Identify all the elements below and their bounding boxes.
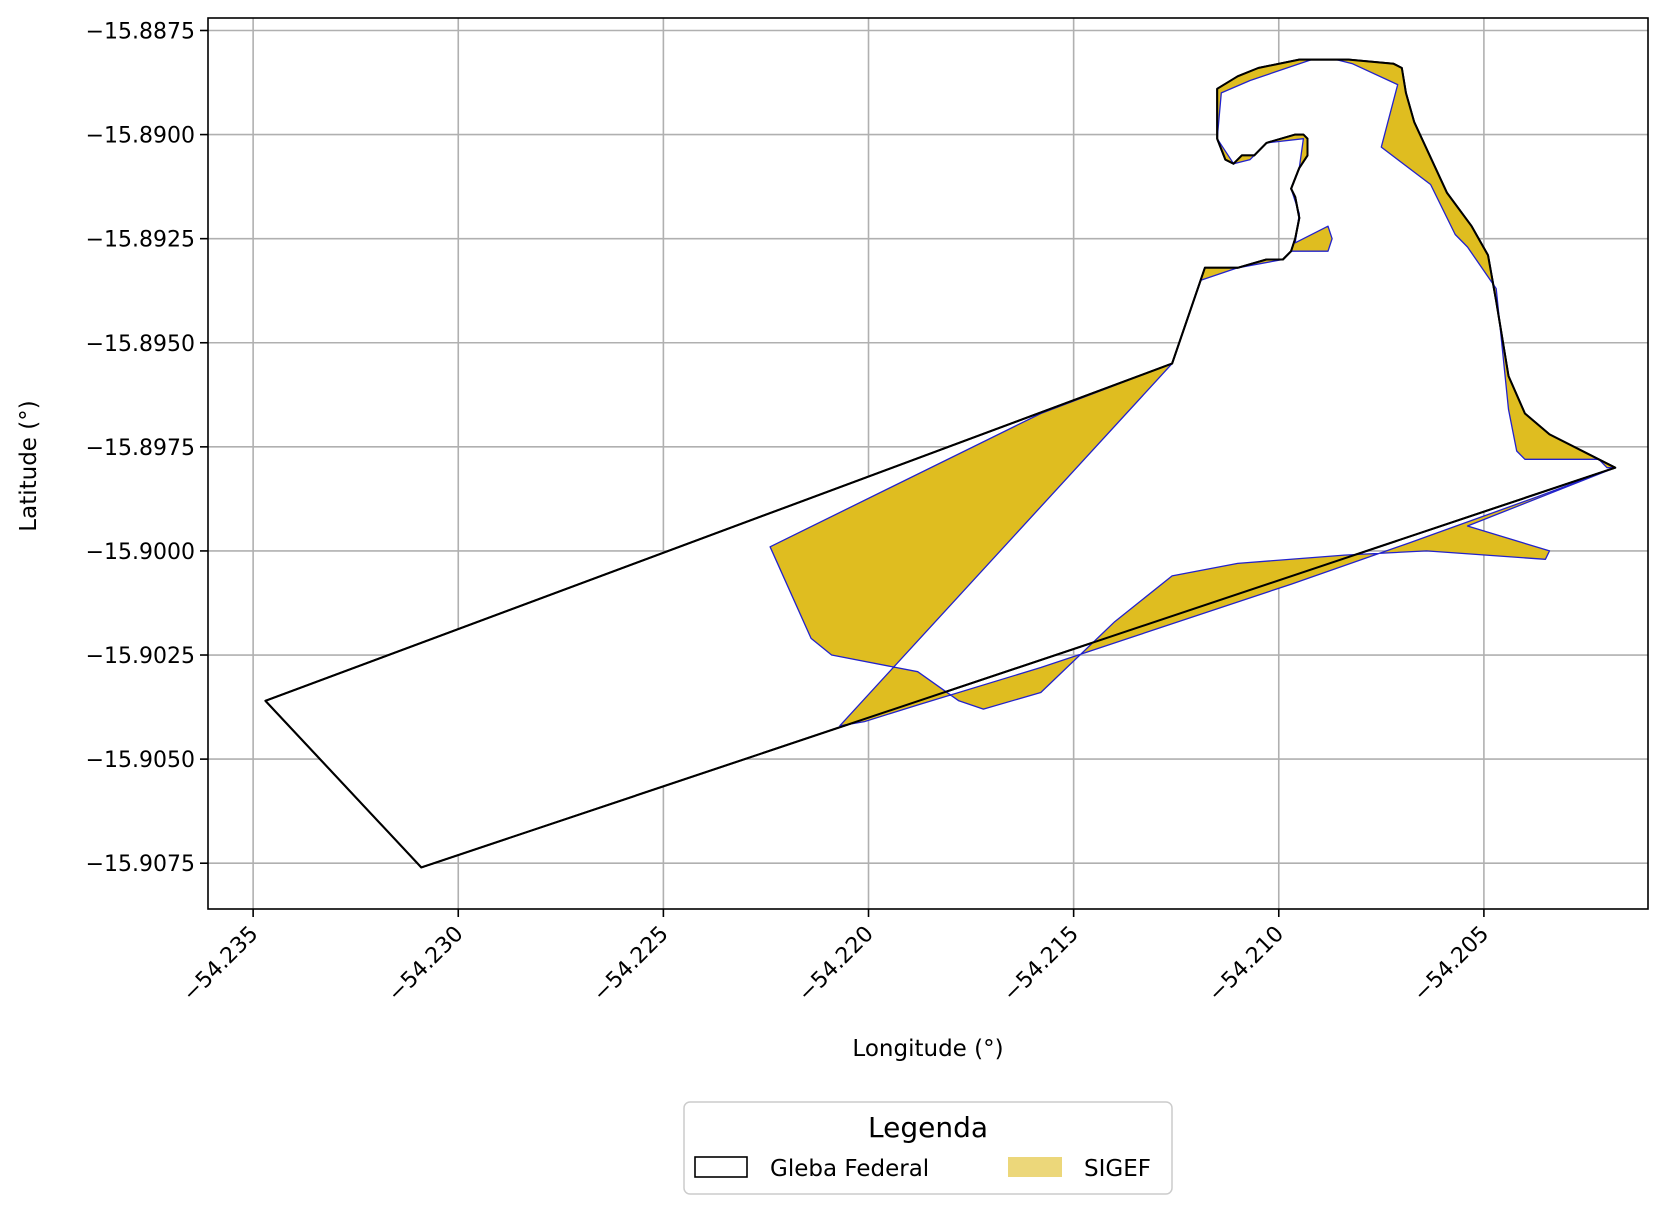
y-tick-label-2: −15.8925	[86, 228, 195, 253]
legend-label-sigef: SIGEF	[1084, 1156, 1151, 1182]
x-tick-label-6: −54.205	[1409, 922, 1494, 1007]
x-tick-label-1: −54.230	[383, 922, 468, 1007]
x-tick-label-4: −54.215	[999, 922, 1084, 1007]
gleba-federal-outline	[264, 58, 1617, 869]
legend-swatch-gleba	[694, 1156, 748, 1178]
legend: Legenda Gleba Federal SIGEF	[683, 1101, 1173, 1195]
x-tick-label-3: −54.220	[794, 922, 879, 1007]
legend-label-gleba: Gleba Federal	[770, 1156, 929, 1182]
y-tick-label-8: −15.9075	[86, 852, 195, 877]
x-tick-label-2: −54.225	[588, 922, 673, 1007]
legend-title: Legenda	[868, 1111, 988, 1144]
legend-swatch-sigef	[1008, 1157, 1062, 1177]
axis-ticks	[200, 29, 1485, 917]
y-tick-label-4: −15.8975	[86, 436, 195, 461]
plot-frame	[207, 17, 1649, 910]
x-tick-label-0: −54.235	[178, 922, 263, 1007]
y-axis-label: Latitude (°)	[16, 400, 42, 531]
x-tick-label-5: −54.210	[1204, 922, 1289, 1007]
sigef-layer	[264, 58, 1617, 869]
y-tick-label-7: −15.9050	[86, 748, 195, 773]
y-tick-label-6: −15.9025	[86, 644, 195, 669]
y-tick-label-3: −15.8950	[86, 332, 195, 357]
y-tick-label-5: −15.9000	[86, 540, 195, 565]
x-axis-label: Longitude (°)	[852, 1036, 1003, 1062]
y-tick-label-1: −15.8900	[86, 124, 195, 149]
y-tick-label-0: −15.8875	[86, 19, 195, 44]
